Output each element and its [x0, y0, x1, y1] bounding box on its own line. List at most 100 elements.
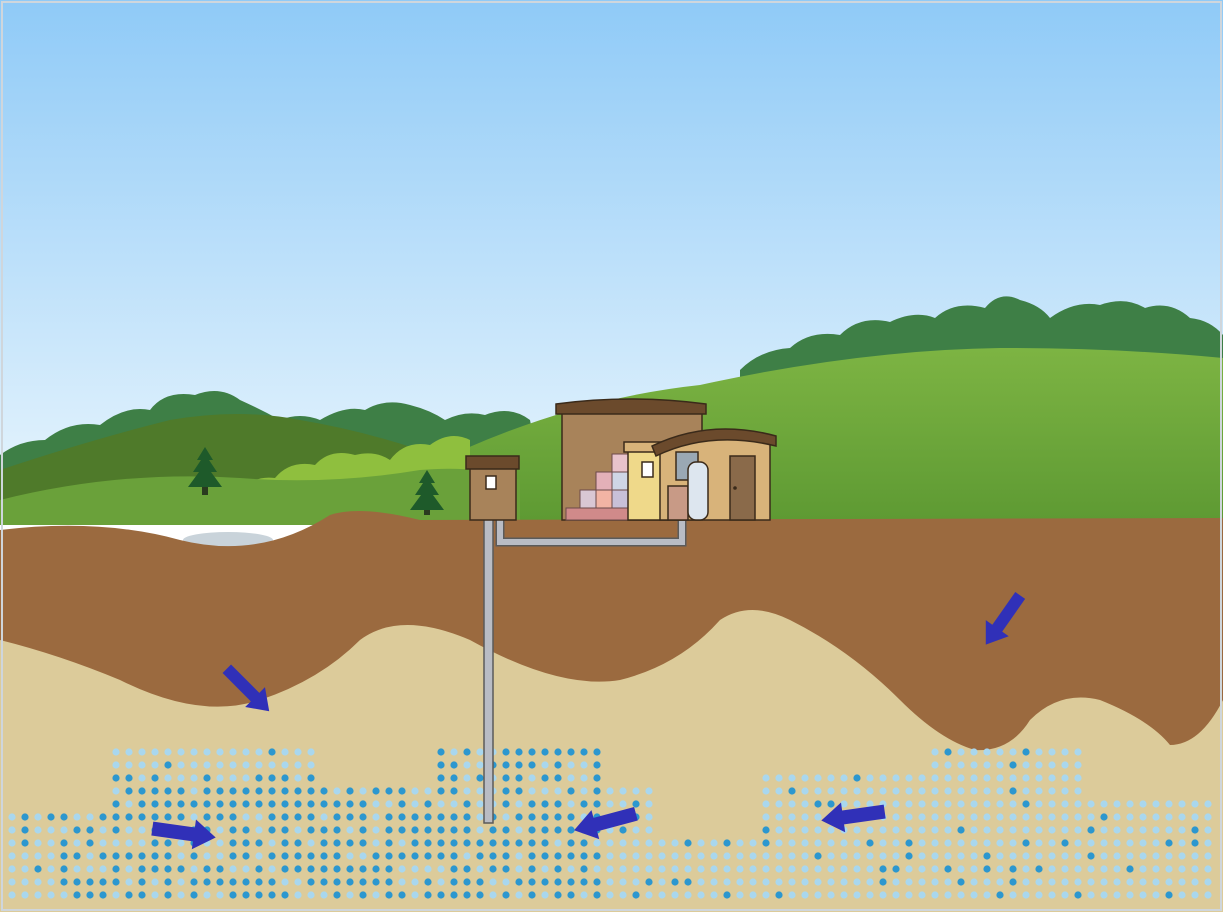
water-dot: [619, 826, 627, 834]
water-dot: [593, 891, 601, 899]
water-dot: [424, 813, 432, 821]
water-dot: [684, 839, 692, 847]
water-dot: [645, 865, 653, 873]
water-dot: [164, 748, 172, 756]
water-dot: [372, 839, 380, 847]
water-dot: [385, 852, 393, 860]
water-dot: [931, 865, 939, 873]
water-dot: [515, 826, 523, 834]
water-dot: [1061, 800, 1069, 808]
water-dot: [1139, 826, 1147, 834]
water-dot: [840, 852, 848, 860]
water-dot: [554, 813, 562, 821]
water-dot: [21, 826, 29, 834]
water-dot: [463, 787, 471, 795]
water-dot: [1126, 891, 1134, 899]
water-dot: [242, 852, 250, 860]
water-dot: [866, 878, 874, 886]
water-dot: [190, 761, 198, 769]
water-dot: [970, 748, 978, 756]
water-dot: [1074, 748, 1082, 756]
water-dot: [645, 852, 653, 860]
water-dot: [970, 800, 978, 808]
water-dot: [762, 852, 770, 860]
water-dot: [242, 774, 250, 782]
water-dot: [957, 865, 965, 873]
water-dot: [645, 878, 653, 886]
water-dot: [970, 813, 978, 821]
water-dot: [21, 891, 29, 899]
water-dot: [21, 865, 29, 873]
water-dot: [502, 787, 510, 795]
water-dot: [944, 839, 952, 847]
water-dot: [1204, 878, 1212, 886]
water-dot: [307, 865, 315, 873]
water-dot: [112, 800, 120, 808]
water-dot: [463, 878, 471, 886]
water-dot: [437, 839, 445, 847]
water-dot: [1152, 852, 1160, 860]
water-dot: [1165, 813, 1173, 821]
water-dot: [112, 891, 120, 899]
water-dot: [775, 826, 783, 834]
water-dot: [294, 891, 302, 899]
water-dot: [346, 800, 354, 808]
water-dot: [411, 813, 419, 821]
water-dot: [411, 787, 419, 795]
water-dot: [177, 839, 185, 847]
water-dot: [528, 787, 536, 795]
water-dot: [60, 865, 68, 873]
water-dot: [801, 839, 809, 847]
water-dot: [242, 891, 250, 899]
water-dot: [151, 852, 159, 860]
water-dot: [1178, 826, 1186, 834]
water-dot: [1035, 891, 1043, 899]
water-dot: [866, 787, 874, 795]
water-dot: [47, 865, 55, 873]
water-dot: [1009, 800, 1017, 808]
water-dot: [21, 852, 29, 860]
water-dot: [437, 800, 445, 808]
water-dot: [775, 787, 783, 795]
water-dot: [385, 865, 393, 873]
water-dot: [606, 891, 614, 899]
water-dot: [47, 878, 55, 886]
water-dot: [814, 878, 822, 886]
water-dot: [1035, 774, 1043, 782]
water-dot: [281, 761, 289, 769]
water-dot: [1113, 865, 1121, 873]
water-dot: [320, 787, 328, 795]
water-dot: [879, 826, 887, 834]
water-dot: [489, 826, 497, 834]
water-dot: [8, 852, 16, 860]
water-dot: [450, 774, 458, 782]
water-dot: [1074, 865, 1082, 873]
water-dot: [619, 878, 627, 886]
water-dot: [424, 878, 432, 886]
water-dot: [905, 839, 913, 847]
water-dot: [281, 839, 289, 847]
water-dot: [1022, 748, 1030, 756]
water-dot: [1100, 878, 1108, 886]
water-dot: [1191, 852, 1199, 860]
water-dot: [1061, 865, 1069, 873]
water-dot: [1009, 826, 1017, 834]
water-dot: [437, 878, 445, 886]
water-dot: [541, 878, 549, 886]
water-dot: [1074, 787, 1082, 795]
water-dot: [8, 865, 16, 873]
water-dot: [580, 800, 588, 808]
water-dot: [632, 839, 640, 847]
water-dot: [632, 865, 640, 873]
water-dot: [1022, 774, 1030, 782]
water-dot: [1035, 878, 1043, 886]
water-dot: [47, 839, 55, 847]
water-dot: [593, 865, 601, 873]
water-dot: [658, 878, 666, 886]
water-dot: [1074, 774, 1082, 782]
water-dot: [554, 852, 562, 860]
sand-layer: [0, 610, 1223, 912]
water-dot: [411, 878, 419, 886]
water-dot: [411, 800, 419, 808]
water-dot: [1048, 774, 1056, 782]
